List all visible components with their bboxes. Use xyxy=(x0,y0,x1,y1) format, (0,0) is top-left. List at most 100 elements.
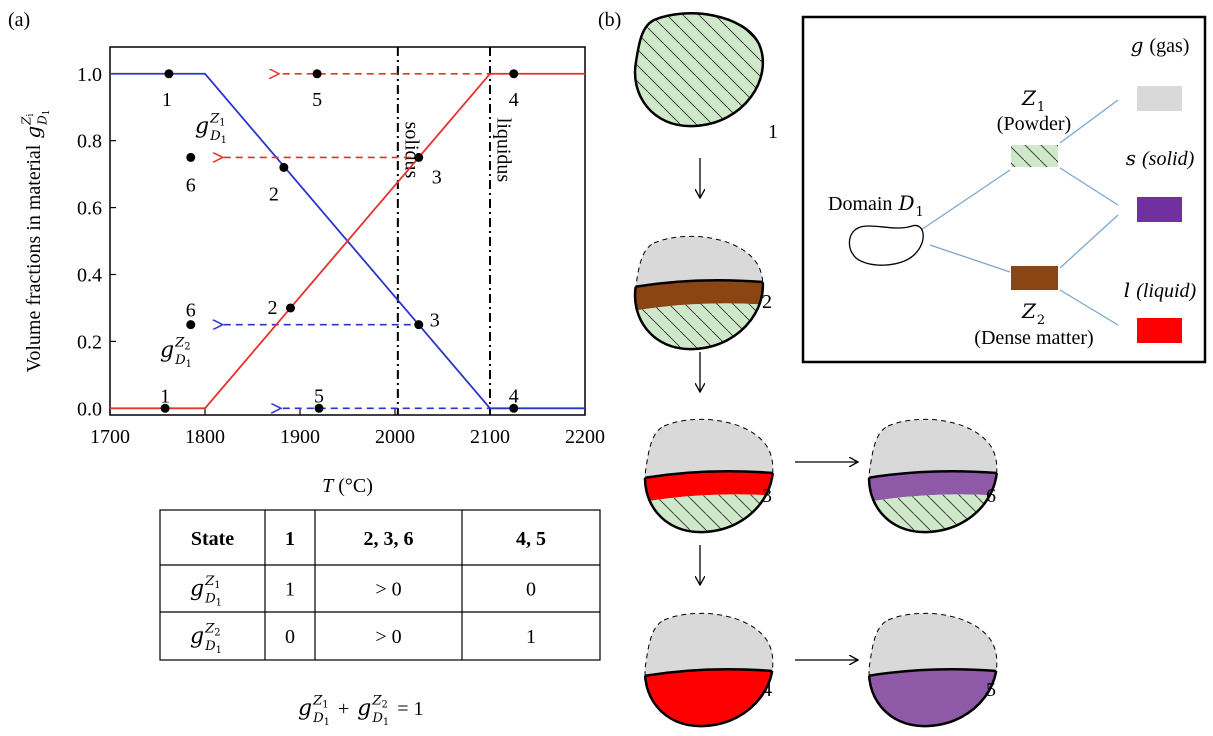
interface-line xyxy=(645,469,773,484)
domain-symbol: D xyxy=(897,191,914,215)
equation-rhs: = 1 xyxy=(397,698,423,720)
state-point xyxy=(414,152,424,162)
connector xyxy=(1059,99,1119,144)
symbol-sup-sub: 2 xyxy=(382,700,388,711)
equation-term: gZ2 D1 xyxy=(357,693,389,728)
state-point xyxy=(286,303,295,313)
state-point-label: 2 xyxy=(269,183,279,205)
reference-label: solidus xyxy=(400,122,422,179)
state-label: 6 xyxy=(986,485,996,507)
connector xyxy=(929,244,1011,273)
y-tick-label: 0.4 xyxy=(77,264,102,286)
table-cell: 0 xyxy=(526,579,536,601)
state-point-label: 5 xyxy=(312,89,322,111)
state-drawing xyxy=(867,418,999,534)
state-clip xyxy=(645,667,773,727)
state-clip xyxy=(869,667,997,727)
equation-term: gZ1 D1 xyxy=(298,693,330,728)
domain-sub: 1 xyxy=(915,205,923,220)
x-axis-label: T (°C) xyxy=(322,475,373,497)
plot-frame xyxy=(109,46,586,416)
legend-box xyxy=(801,15,1207,364)
symbol-base: g xyxy=(357,696,371,721)
table-symbol: gZ1 D1 xyxy=(190,574,222,609)
panel-label: (b) xyxy=(598,9,621,31)
solid-outline xyxy=(867,669,999,728)
symbol-sup-sub: 1 xyxy=(214,580,220,591)
x-tick-label: 1700 xyxy=(90,426,130,448)
phase-label: l (liquid) xyxy=(1124,278,1197,302)
state-point-label: 4 xyxy=(509,89,519,111)
state-label: 4 xyxy=(762,679,772,701)
symbol-sub-sub: 1 xyxy=(221,135,227,146)
table-cell: 1 xyxy=(526,626,536,648)
z2-desc: (Dense matter) xyxy=(974,327,1093,349)
symbol-sub: D xyxy=(204,592,216,607)
series-line xyxy=(110,72,585,410)
phase-symbol: s xyxy=(1126,146,1136,170)
symbol-sub-sub: 1 xyxy=(383,717,389,728)
table-header: 2, 3, 6 xyxy=(364,528,414,550)
symbol-sub-sub: 1 xyxy=(186,359,192,370)
state-point-label: 3 xyxy=(430,310,440,332)
domain-text: Domain xyxy=(828,193,892,215)
z1-symbol: Z1 xyxy=(1021,86,1045,115)
x-tick-label: 2000 xyxy=(375,426,415,448)
state-label: 1 xyxy=(768,121,778,143)
solid-outline xyxy=(643,471,775,534)
symbol-sub-sub: 1 xyxy=(216,598,222,609)
symbol-sup: Z xyxy=(174,335,185,350)
state-clip xyxy=(645,469,773,533)
state-point-label: 3 xyxy=(432,166,442,188)
symbol-sub: D xyxy=(371,711,383,726)
y-tick-label: 0.2 xyxy=(77,331,102,353)
symbol-sub: 1 xyxy=(1037,100,1045,115)
x-tick-label: 2100 xyxy=(470,426,510,448)
state-point xyxy=(164,69,174,79)
x-tick-label: 2200 xyxy=(565,426,605,448)
phase-desc: (liquid) xyxy=(1136,280,1196,302)
y-tick-label: 0.8 xyxy=(77,131,102,153)
series-label: gZ1 D1 xyxy=(195,111,227,146)
symbol-sub-sub: 1 xyxy=(324,717,330,728)
symbol-sup-sub: 1 xyxy=(322,700,328,711)
symbol-sub: D xyxy=(209,129,221,144)
symbol-sup: Z xyxy=(19,116,33,126)
table-header: 4, 5 xyxy=(516,528,546,550)
symbol-sub-sub: 1 xyxy=(216,645,222,656)
powder-region xyxy=(645,494,773,533)
equation-plus: + xyxy=(338,698,349,720)
solid-outline xyxy=(867,471,999,534)
symbol-base: Z xyxy=(1021,86,1037,110)
interface-line xyxy=(635,278,763,293)
interface-line xyxy=(869,469,997,484)
phase-label: g (gas) xyxy=(1131,33,1190,57)
y-axis-label: Volume fractions in material gZiD1 xyxy=(19,109,52,372)
z1-swatch xyxy=(1011,145,1058,167)
symbol-base: Z xyxy=(1021,299,1037,323)
panel-label: (a) xyxy=(8,9,30,31)
phase-symbol: g xyxy=(1131,33,1144,57)
y-tick-label: 0.6 xyxy=(77,198,102,220)
symbol-sub-sub: 1 xyxy=(42,109,52,115)
dense-band xyxy=(869,471,997,506)
symbol-sub: D xyxy=(204,639,216,654)
state-drawing xyxy=(633,12,765,128)
state-point xyxy=(186,152,196,162)
connector xyxy=(1059,289,1119,326)
table-cell: 0 xyxy=(285,626,295,648)
y-tick-label: 0.0 xyxy=(77,398,102,420)
connector xyxy=(917,169,1011,233)
table-header: State xyxy=(191,528,234,550)
state-drawing xyxy=(643,612,775,728)
state-label: 2 xyxy=(762,291,772,313)
symbol-base: g xyxy=(298,696,312,721)
table-header: 1 xyxy=(285,528,295,550)
phase-label: s (solid) xyxy=(1126,146,1195,170)
connector xyxy=(1059,167,1119,206)
phase-swatch xyxy=(1137,86,1182,111)
interface-line xyxy=(869,667,997,682)
state-point xyxy=(186,320,196,330)
state-point-label: 6 xyxy=(186,300,196,322)
